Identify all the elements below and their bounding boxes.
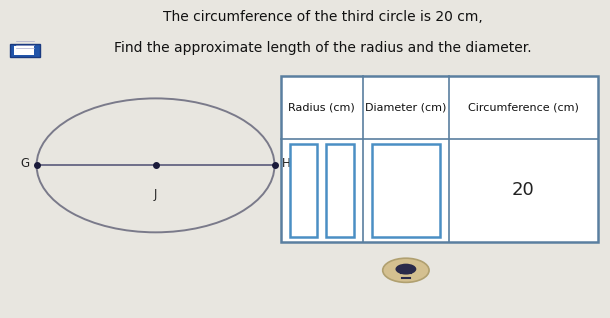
FancyBboxPatch shape xyxy=(281,76,598,242)
FancyBboxPatch shape xyxy=(14,46,34,55)
Text: Radius (cm): Radius (cm) xyxy=(289,103,355,113)
Text: 20: 20 xyxy=(512,181,534,199)
FancyBboxPatch shape xyxy=(372,144,440,237)
Text: Find the approximate length of the radius and the diameter.: Find the approximate length of the radiu… xyxy=(115,41,532,55)
Text: Circumference (cm): Circumference (cm) xyxy=(468,103,579,113)
Circle shape xyxy=(395,264,417,274)
Text: The circumference of the third circle is 20 cm,: The circumference of the third circle is… xyxy=(163,10,483,24)
FancyBboxPatch shape xyxy=(326,144,354,237)
Text: J: J xyxy=(154,188,157,201)
FancyBboxPatch shape xyxy=(10,44,40,57)
FancyBboxPatch shape xyxy=(290,144,317,237)
Text: Diameter (cm): Diameter (cm) xyxy=(365,103,447,113)
Circle shape xyxy=(382,258,429,282)
Text: H: H xyxy=(282,157,290,170)
Text: G: G xyxy=(20,157,29,170)
